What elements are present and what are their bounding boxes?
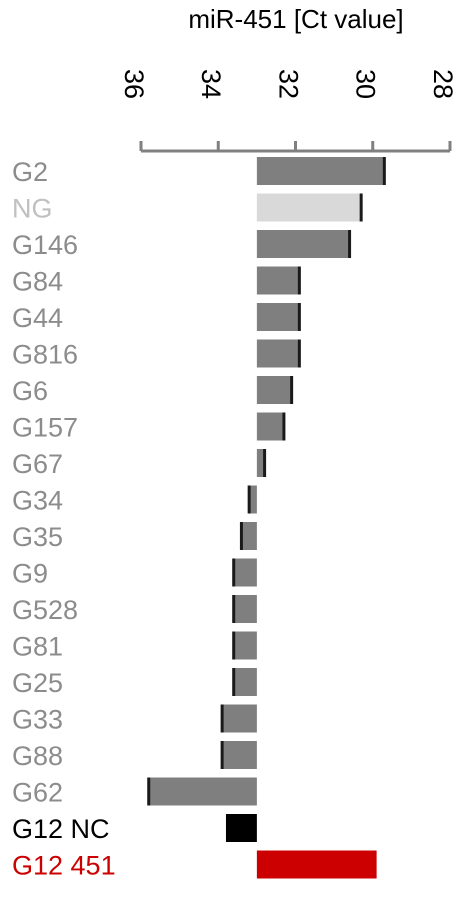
x-tick-label: 28 bbox=[428, 69, 458, 99]
bar bbox=[233, 595, 257, 623]
category-label: G9 bbox=[12, 559, 48, 589]
x-tick-label: 30 bbox=[351, 69, 381, 99]
category-label: G88 bbox=[12, 741, 63, 771]
category-label: G6 bbox=[12, 376, 48, 406]
bar bbox=[241, 522, 257, 550]
x-tick-label: 32 bbox=[273, 69, 303, 99]
category-label: G146 bbox=[12, 230, 78, 260]
category-label: G67 bbox=[12, 449, 63, 479]
bar bbox=[256, 303, 300, 331]
bar bbox=[233, 558, 257, 587]
category-label: G33 bbox=[12, 705, 63, 735]
category-label: G34 bbox=[12, 486, 63, 516]
chart-title: miR-451 [Ct value] bbox=[188, 4, 403, 34]
x-axis: 36 34 32 30 28 bbox=[119, 69, 458, 153]
bar bbox=[222, 741, 257, 769]
category-label: G12 NC bbox=[12, 814, 110, 844]
category-label: G84 bbox=[12, 267, 63, 297]
bar bbox=[256, 376, 292, 404]
bars bbox=[147, 157, 386, 879]
bar bbox=[256, 339, 300, 368]
bar bbox=[256, 266, 300, 295]
bar bbox=[225, 814, 257, 842]
bar bbox=[256, 193, 362, 222]
category-label: G157 bbox=[12, 413, 78, 443]
category-label: G25 bbox=[12, 668, 63, 698]
bar bbox=[233, 668, 257, 696]
x-tick-label: 34 bbox=[196, 69, 226, 99]
bar bbox=[256, 412, 284, 441]
category-labels: G2 NG G146 G84 G44 G816 G6 G157 G67 G34 G35 G9 G528 G… bbox=[12, 157, 116, 881]
bar bbox=[256, 449, 265, 477]
bar bbox=[249, 485, 257, 514]
category-label: G528 bbox=[12, 595, 78, 625]
x-tick-label: 36 bbox=[119, 69, 149, 99]
bar bbox=[222, 704, 257, 733]
bar bbox=[148, 777, 257, 806]
category-label: G62 bbox=[12, 778, 63, 808]
bar bbox=[256, 157, 385, 185]
category-label: G12 451 bbox=[12, 851, 116, 881]
bar bbox=[256, 850, 377, 879]
category-label: G816 bbox=[12, 340, 78, 370]
category-label: G44 bbox=[12, 303, 63, 333]
category-label: G35 bbox=[12, 522, 63, 552]
bar bbox=[233, 631, 257, 660]
category-label: G2 bbox=[12, 157, 48, 187]
bar bbox=[256, 230, 350, 258]
category-label: NG bbox=[12, 194, 53, 224]
category-label: G81 bbox=[12, 632, 63, 662]
